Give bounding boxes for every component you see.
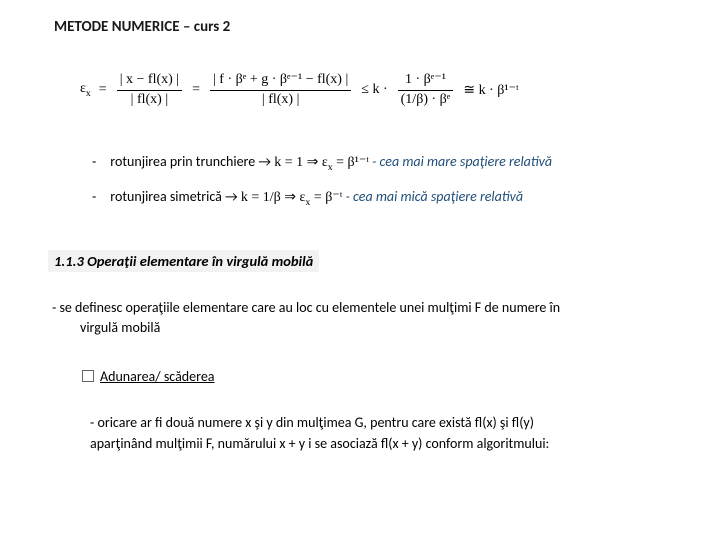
bullet-box-icon (82, 370, 94, 382)
operation-add-sub: Adunarea/ scăderea (82, 368, 215, 385)
paragraph-definition: - se definesc operaţiile elementare care… (52, 298, 680, 339)
rounding-bullets: - rotunjirea prin trunchiere → k = 1 ⇒ ε… (92, 148, 552, 219)
bullet-trunchiere: - rotunjirea prin trunchiere → k = 1 ⇒ ε… (92, 148, 552, 177)
main-formula: εx = | x − fl(x) | | fl(x) | = | f · βᵉ … (80, 72, 519, 109)
section-heading: 1.1.3 Operaţii elementare în virgulă mob… (48, 250, 319, 272)
bullet-simetrica: - rotunjirea simetrică → k = 1/β ⇒ εx = … (92, 183, 552, 212)
page-title: METODE NUMERICE – curs 2 (54, 18, 230, 36)
paragraph-algorithm: - oricare ar fi două numere x şi y din m… (90, 412, 670, 454)
